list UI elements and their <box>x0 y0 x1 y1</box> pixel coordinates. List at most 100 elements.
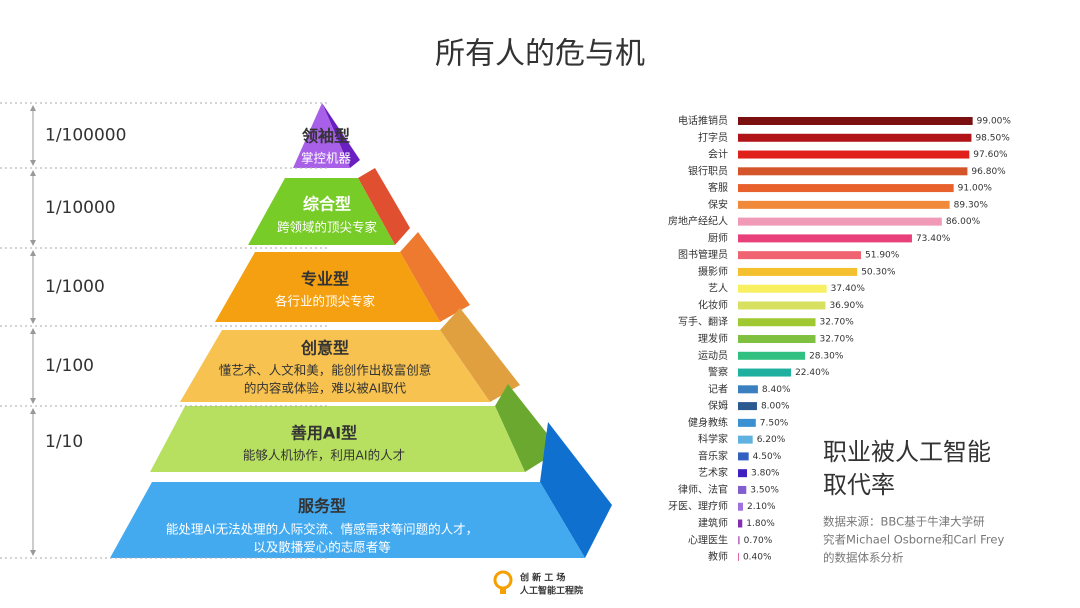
bar <box>738 284 827 293</box>
category-label: 写手、翻译 <box>678 315 728 328</box>
value-label: 3.50% <box>750 485 779 495</box>
tier-desc: 掌控机器 <box>301 151 352 166</box>
value-label: 8.40% <box>762 385 791 395</box>
category-label: 化妆师 <box>698 298 728 311</box>
tier-side <box>440 308 520 402</box>
category-label: 会计 <box>708 148 728 161</box>
caption-source: 数据来源：BBC基于牛津大学研 <box>823 515 985 529</box>
value-label: 3.80% <box>751 469 780 479</box>
value-label: 86.00% <box>946 217 981 227</box>
category-label: 客服 <box>708 181 728 194</box>
tier-name: 领袖型 <box>302 127 350 146</box>
tier-desc: 懂艺术、人文和美，能创作出极富创意 <box>219 363 432 378</box>
value-label: 22.40% <box>795 368 830 378</box>
category-label: 律师、法官 <box>678 483 728 496</box>
bar <box>738 452 749 461</box>
ratio-label: 1/100 <box>45 356 94 376</box>
ratio-label: 1/10 <box>45 432 83 452</box>
bar <box>738 217 942 226</box>
category-label: 科学家 <box>698 433 728 446</box>
value-label: 8.00% <box>761 402 790 412</box>
slide-title: 所有人的危与机 <box>435 37 645 72</box>
bar <box>738 117 973 125</box>
arrow-head <box>30 240 36 246</box>
category-label: 图书管理员 <box>678 248 728 261</box>
bar <box>738 150 970 159</box>
bar <box>738 351 806 360</box>
tier-front <box>293 103 350 168</box>
bar <box>738 184 954 193</box>
pyramid <box>110 103 612 558</box>
tier-front <box>150 406 525 472</box>
category-label: 摄影师 <box>698 265 728 278</box>
bar <box>738 251 862 260</box>
arrow-head <box>30 408 36 414</box>
category-label: 保姆 <box>708 399 728 412</box>
arrow-head <box>30 328 36 334</box>
value-label: 28.30% <box>809 351 844 361</box>
bar <box>738 301 826 310</box>
ratio-label: 1/10000 <box>45 198 116 218</box>
tier-name: 善用AI型 <box>291 424 357 443</box>
value-label: 98.50% <box>975 133 1010 143</box>
logo-name: 创 新 工 场 <box>519 572 565 584</box>
value-label: 89.30% <box>954 200 989 210</box>
category-label: 银行职员 <box>688 164 728 177</box>
bar <box>738 469 748 478</box>
ratio-label: 1/100000 <box>45 126 126 146</box>
tier-desc: 跨领域的顶尖专家 <box>277 220 378 235</box>
tier-side <box>358 168 410 245</box>
bar <box>738 485 747 494</box>
value-label: 36.90% <box>829 301 864 311</box>
bar <box>738 318 816 327</box>
logo-sub: 人工智能工程院 <box>519 585 583 597</box>
value-label: 32.70% <box>819 335 854 345</box>
category-label: 艺人 <box>708 283 728 295</box>
value-label: 1.80% <box>746 519 775 529</box>
bar <box>738 502 743 511</box>
arrow-head <box>30 105 36 111</box>
arrow-head <box>30 160 36 166</box>
category-label: 艺术家 <box>698 466 728 479</box>
tier-name: 创意型 <box>300 339 349 358</box>
tier-side <box>495 384 560 472</box>
category-label: 厨师 <box>708 231 728 244</box>
tier-name: 综合型 <box>303 195 351 214</box>
tier-front <box>110 482 585 558</box>
value-label: 91.00% <box>958 184 993 194</box>
value-label: 51.90% <box>865 251 900 261</box>
tier-desc: 以及散播爱心的志愿者等 <box>253 540 391 555</box>
tier-desc: 能处理AI无法处理的人际交流、情感需求等问题的人才， <box>166 522 478 537</box>
category-label: 教师 <box>708 550 728 563</box>
value-label: 50.30% <box>861 267 896 277</box>
bar <box>738 368 792 377</box>
value-label: 7.50% <box>760 418 789 428</box>
tier-name: 服务型 <box>298 497 346 516</box>
tier-desc: 的内容或体验，难以被AI取代 <box>244 381 407 396</box>
category-label: 心理医生 <box>688 533 728 546</box>
bar <box>738 234 912 243</box>
bar <box>738 536 740 545</box>
bar <box>738 418 756 427</box>
bar <box>738 402 757 411</box>
bar <box>738 200 950 209</box>
value-label: 73.40% <box>916 234 951 244</box>
tier-side <box>322 103 360 168</box>
logo-icon <box>500 588 506 594</box>
ratio-label: 1/1000 <box>45 277 105 297</box>
arrow-head <box>30 318 36 324</box>
category-label: 牙医、理疗师 <box>668 500 728 513</box>
tier-side <box>540 422 612 558</box>
caption-source: 究者Michael Osborne和Carl Frey <box>823 533 1004 547</box>
arrow-head <box>30 550 36 556</box>
category-label: 运动员 <box>698 350 728 362</box>
bar <box>738 267 858 276</box>
value-label: 0.40% <box>743 553 772 563</box>
tier-front <box>248 178 395 245</box>
category-label: 保安 <box>708 198 728 211</box>
arrow-head <box>30 398 36 404</box>
logo: 创 新 工 场 人工智能工程院 <box>493 570 583 597</box>
category-label: 建筑师 <box>698 516 728 529</box>
tier-side <box>400 232 470 322</box>
category-label: 电话推销员 <box>678 114 728 127</box>
